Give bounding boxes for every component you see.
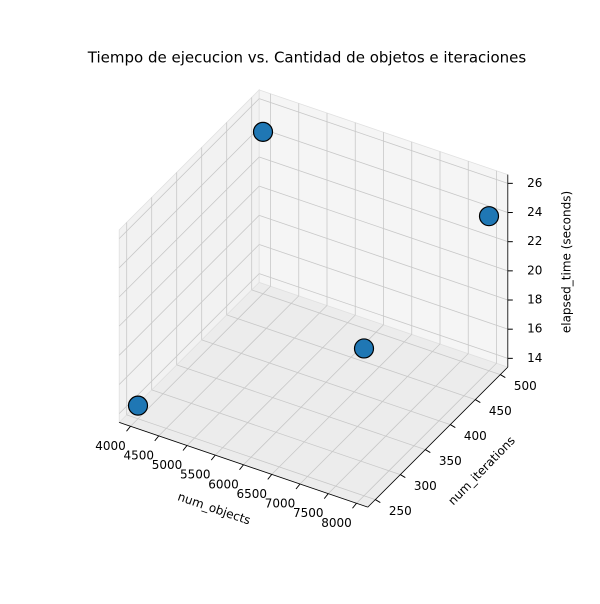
y-tick	[450, 424, 456, 429]
point	[353, 338, 375, 359]
grid-line	[356, 362, 497, 504]
y-tick	[475, 399, 481, 404]
x-tick-label: 7000	[265, 497, 296, 511]
chart-title: Tiempo de ejecucion vs. Cantidad de obje…	[87, 49, 527, 67]
y-tick	[400, 474, 406, 479]
x-tick-label: 4000	[95, 439, 126, 453]
grid-line	[259, 244, 508, 330]
z-tick-label: 18	[527, 293, 542, 307]
y-tick-label: 250	[389, 504, 412, 518]
grid-line	[327, 353, 469, 494]
y-tick-label: 400	[464, 429, 487, 443]
grid-line	[118, 127, 260, 269]
z-axis-label: elapsed_time (seconds)	[560, 191, 574, 333]
point	[478, 206, 500, 227]
x-axis-line	[119, 422, 368, 508]
x-tick-label: 6000	[208, 477, 239, 491]
x-tick-label: 6500	[236, 487, 267, 501]
grid-line	[259, 98, 508, 184]
y-tick-label: 500	[514, 379, 537, 393]
y-axis-label: num_iterations	[445, 433, 517, 507]
z-tick-label: 26	[527, 176, 542, 190]
grid-line	[130, 285, 271, 427]
grid-line	[158, 295, 300, 437]
z-tick-label: 24	[527, 205, 542, 219]
y-tick	[375, 499, 381, 504]
point	[127, 395, 149, 416]
x-tick	[267, 474, 273, 480]
grid-line	[259, 273, 508, 359]
grid-line	[251, 289, 501, 375]
grid-line	[118, 244, 260, 385]
z-tick-label: 20	[527, 263, 542, 277]
x-tick	[210, 454, 216, 461]
grid-line	[271, 334, 413, 475]
grid-line	[118, 185, 260, 327]
grid-line	[259, 156, 508, 243]
grid-line	[126, 414, 376, 500]
grid-line	[151, 389, 401, 475]
z-tick-label: 14	[527, 351, 542, 365]
x-tick-label: 4500	[123, 448, 154, 462]
y-axis-line	[367, 366, 509, 508]
y-tick-label: 350	[439, 454, 462, 468]
x-tick-label: 8000	[321, 516, 352, 530]
x-tick	[295, 483, 301, 490]
grid-line	[214, 314, 356, 456]
grid-line	[259, 185, 508, 272]
point	[252, 121, 274, 142]
z-tick-label: 22	[527, 234, 542, 248]
x-tick-label: 5000	[152, 458, 183, 472]
x-tick	[182, 445, 188, 451]
x-tick	[239, 464, 244, 471]
x-tick	[154, 435, 160, 442]
grid-line	[259, 214, 508, 301]
y-tick-label: 300	[414, 479, 437, 493]
grid-line	[186, 305, 328, 446]
x-tick	[323, 493, 329, 499]
grid-line	[118, 273, 260, 414]
grid-line	[176, 364, 426, 450]
grid-line	[299, 343, 441, 485]
y-tick-label: 450	[489, 404, 512, 418]
y-tick	[500, 374, 506, 379]
grid-line	[118, 98, 260, 239]
y-tick	[425, 449, 431, 454]
grid-line	[259, 127, 508, 213]
x-tick-label: 7500	[293, 506, 324, 520]
grid-line	[226, 314, 476, 400]
grid-line	[118, 156, 260, 298]
x-tick	[352, 502, 357, 509]
grid-line	[118, 215, 260, 356]
x-tick	[126, 425, 131, 432]
grid-line	[201, 339, 451, 425]
x-tick-label: 5500	[180, 468, 211, 482]
z-tick-label: 16	[527, 322, 542, 336]
